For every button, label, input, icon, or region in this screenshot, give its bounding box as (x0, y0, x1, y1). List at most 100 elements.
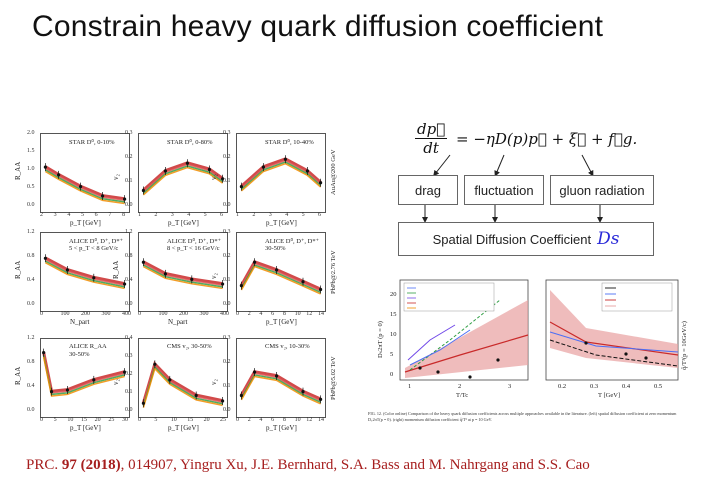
panel-sublabel: 5 < p_T < 8 GeV/c (69, 245, 119, 252)
drag-box: drag (398, 175, 458, 205)
panel-xtick: 0 (236, 417, 239, 423)
panel-ytick: 0.0 (125, 202, 133, 208)
panel-xtick: 6 (94, 212, 98, 218)
citation-prefix: PRC. (26, 457, 62, 473)
panel-ytick: 0.0 (125, 301, 133, 307)
left-ylabel: Dₛ2πT (p = 0) (377, 321, 384, 358)
ds-symbol: Ds (597, 229, 620, 249)
panel-xtick: 4 (285, 212, 289, 218)
citation-rest: , 014907, Yingru Xu, J.E. Bernhard, S.A.… (120, 457, 590, 473)
panel-curves (43, 254, 127, 290)
panel-xtick: 1 (236, 212, 239, 218)
panel-xtick: 5 (154, 417, 158, 423)
panel-xtick: 10 (170, 417, 177, 423)
right-figure: 1 2 3 20 15 10 5 0 T/Tc Dₛ2πT (p = 0) 0.2 0.3 0.4 0.5… (377, 279, 688, 399)
equation-lhs-numerator: dp⃗ (415, 120, 448, 139)
panel-ytick: 0.4 (27, 277, 35, 283)
panel-curves (239, 368, 323, 405)
row-side-label: AuAu@200 GeV (330, 149, 337, 195)
lbt-line (549, 331, 679, 353)
panel-xtick: 0 (40, 311, 43, 317)
panel-ytick: 0.1 (125, 389, 133, 395)
left-xtick: 1 (408, 383, 411, 390)
panel-ytick: 0.4 (125, 335, 133, 341)
panel-ytick: 0.8 (27, 253, 35, 259)
left-panel-0-0: STAR D⁰, 0-10% (40, 133, 130, 213)
right-ylabel: q̂/T³(p = 10GeV/c) (681, 321, 688, 370)
panel-xtick: 5 (301, 212, 305, 218)
panel-xtick: 20 (203, 417, 210, 423)
equation-rhs: = −ηD(p)p⃗ + ξ⃗ + f⃗g. (456, 129, 638, 148)
panel-ytick: 1.0 (27, 166, 35, 172)
panel-ytick: 0.3 (125, 130, 133, 136)
panel-ytick: 0.2 (125, 154, 133, 160)
jet-point (624, 352, 628, 356)
panel-xtick: 3 (170, 212, 174, 218)
panel-curve (142, 367, 223, 408)
panel-curve (44, 165, 125, 201)
panel-ytick: 0.5 (27, 184, 35, 190)
panel-label: STAR D⁰, 0-10% (69, 139, 115, 146)
slide-title: Constrain heavy quark diffusion coeffici… (32, 10, 604, 43)
credible-band (550, 290, 678, 368)
panel-ytick: 0.0 (27, 202, 35, 208)
panel-ytick: 0.1 (125, 178, 133, 184)
panel-ytick: 0.0 (125, 407, 133, 413)
flow-arrows (422, 154, 603, 223)
panel-xtick: 200 (81, 311, 90, 317)
panel-xtick: 4 (187, 212, 191, 218)
panel-xtick: 3 (53, 212, 57, 218)
panel-xtick: 14 (318, 417, 324, 423)
panel-ytick: 0.3 (125, 353, 133, 359)
panel-curve (240, 162, 322, 192)
left-panel-1-2: ALICE D⁰, D⁺, D*⁺ 30-50% (236, 232, 326, 312)
panel-curve (143, 264, 223, 288)
panel-xtick: 6 (271, 311, 275, 317)
panel-xtick: 4 (259, 417, 263, 423)
panel-ytick: 1.2 (125, 229, 133, 235)
left-panel-0-1: STAR D⁰, 0-80% (138, 133, 228, 213)
panel-ytick: 0.4 (27, 383, 35, 389)
left-xlabel: T/Tc (456, 392, 468, 399)
panel-xtick: 12 (306, 417, 313, 423)
legend-box (403, 282, 495, 312)
left-panel-2-2: CMS v₂, 10-30% (236, 338, 326, 418)
panel-xtick: 10 (67, 417, 74, 423)
pqcd-line (549, 339, 679, 367)
panel-sublabel: 30-50% (265, 245, 286, 252)
lattice-point (436, 370, 440, 374)
left-panel-2-1: CMS v₂, 30-50% (138, 338, 228, 418)
panel-curve (45, 170, 125, 205)
left-panel-1-0: ALICE D⁰, D⁺, D*⁺ 5 < p_T < 8 GeV/c (40, 232, 130, 312)
panel-curves (239, 155, 323, 192)
left-xtick: 3 (508, 383, 511, 390)
panel-xtick: 10 (294, 311, 301, 317)
jet-point (584, 341, 588, 345)
panel-ytick: 0.3 (223, 130, 231, 136)
panel-xtick: 2 (247, 417, 251, 423)
left-ytick: 10 (390, 331, 397, 338)
panel-curve (44, 256, 125, 286)
panel-xtick: 1 (138, 212, 141, 218)
panel-curves (141, 360, 225, 408)
panel-curve (142, 166, 224, 196)
panel-xtick: 30 (122, 417, 128, 423)
panel-ytick: 2.0 (27, 130, 35, 136)
panel-label: CMS v₂, 30-50% (167, 343, 212, 350)
panel-curve (142, 260, 223, 286)
panel-xtick: 12 (306, 311, 313, 317)
spatial-diffusion-box: Spatial Diffusion Coefficient Ds (398, 222, 654, 256)
panel-xlabel: p_T [GeV] (266, 219, 297, 227)
panel-xtick: 0 (40, 417, 43, 423)
panel-ytick: 1.5 (27, 148, 35, 154)
panel-ytick: 0.1 (223, 383, 231, 389)
panel-ytick: 0.2 (223, 253, 231, 259)
panel-curves (43, 163, 127, 205)
panel-xtick: 20 (94, 417, 101, 423)
panel-curves (42, 348, 127, 397)
panel-curve (45, 260, 125, 288)
panel-xtick: 200 (179, 311, 188, 317)
panel-curve (45, 258, 125, 286)
panel-xtick: 2 (154, 212, 158, 218)
panel-xlabel: p_T [GeV] (168, 424, 199, 432)
